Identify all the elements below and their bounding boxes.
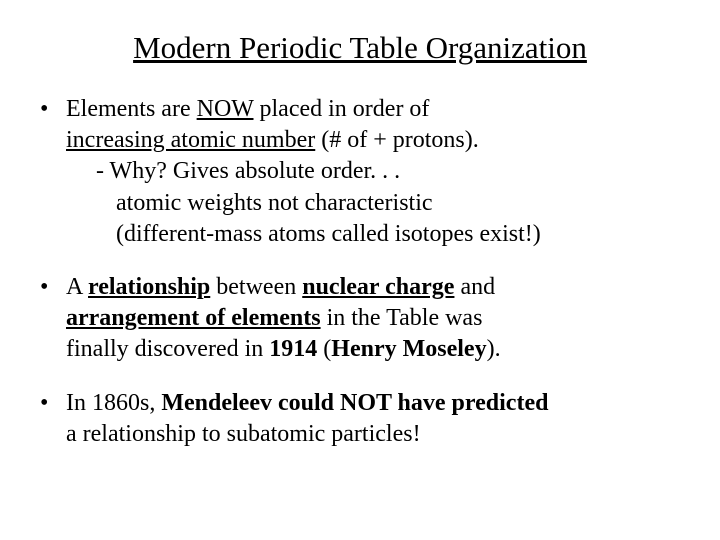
- text-bold: Henry Moseley: [331, 336, 486, 362]
- bullet-3-line-2: a relationship to subatomic particles!: [40, 419, 680, 450]
- text-underline: NOW: [197, 96, 254, 122]
- text: Elements are: [66, 96, 197, 122]
- text: A: [66, 274, 88, 300]
- text: in the Table was: [321, 305, 483, 331]
- bullet-2-line-2: arrangement of elements in the Table was: [40, 303, 680, 334]
- text: (# of + protons).: [315, 127, 479, 153]
- bullet-dot-icon: •: [40, 94, 66, 125]
- bullet-2-line-1: • A relationship between nuclear charge …: [40, 272, 680, 303]
- text: ).: [487, 336, 501, 362]
- bullet-3: • In 1860s, Mendeleev could NOT have pre…: [40, 388, 680, 450]
- text-underline: increasing atomic number: [66, 127, 315, 153]
- bullet-dot-icon: •: [40, 272, 66, 303]
- bullet-dot-icon: •: [40, 388, 66, 419]
- bullet-3-line-1: • In 1860s, Mendeleev could NOT have pre…: [40, 388, 680, 419]
- text-bold-underline: nuclear charge: [302, 274, 454, 300]
- bullet-1: • Elements are NOW placed in order of in…: [40, 94, 680, 250]
- text: finally discovered in: [66, 336, 269, 362]
- text-bold: 1914: [269, 336, 317, 362]
- bullet-3-content: In 1860s, Mendeleev could NOT have predi…: [66, 388, 680, 419]
- slide-container: Modern Periodic Table Organization • Ele…: [0, 0, 720, 492]
- bullet-2-content: A relationship between nuclear charge an…: [66, 272, 680, 303]
- text-bold-underline: relationship: [88, 274, 210, 300]
- text: In 1860s,: [66, 390, 161, 416]
- bullet-1-line-3: - Why? Gives absolute order. . .: [40, 156, 680, 187]
- slide-title: Modern Periodic Table Organization: [40, 30, 680, 66]
- bullet-1-line-1: • Elements are NOW placed in order of: [40, 94, 680, 125]
- text: and: [454, 274, 495, 300]
- text: (: [317, 336, 331, 362]
- text-bold: Mendeleev could NOT have predicted: [161, 390, 548, 416]
- bullet-1-line-2: increasing atomic number (# of + protons…: [40, 125, 680, 156]
- bullet-2: • A relationship between nuclear charge …: [40, 272, 680, 366]
- bullet-1-line-5: (different-mass atoms called isotopes ex…: [40, 219, 680, 250]
- bullet-1-content: Elements are NOW placed in order of: [66, 94, 680, 125]
- text: between: [210, 274, 302, 300]
- text: placed in order of: [254, 96, 430, 122]
- bullet-1-line-4: atomic weights not characteristic: [40, 188, 680, 219]
- bullet-2-line-3: finally discovered in 1914 (Henry Mosele…: [40, 334, 680, 365]
- text-bold-underline: arrangement of elements: [66, 305, 321, 331]
